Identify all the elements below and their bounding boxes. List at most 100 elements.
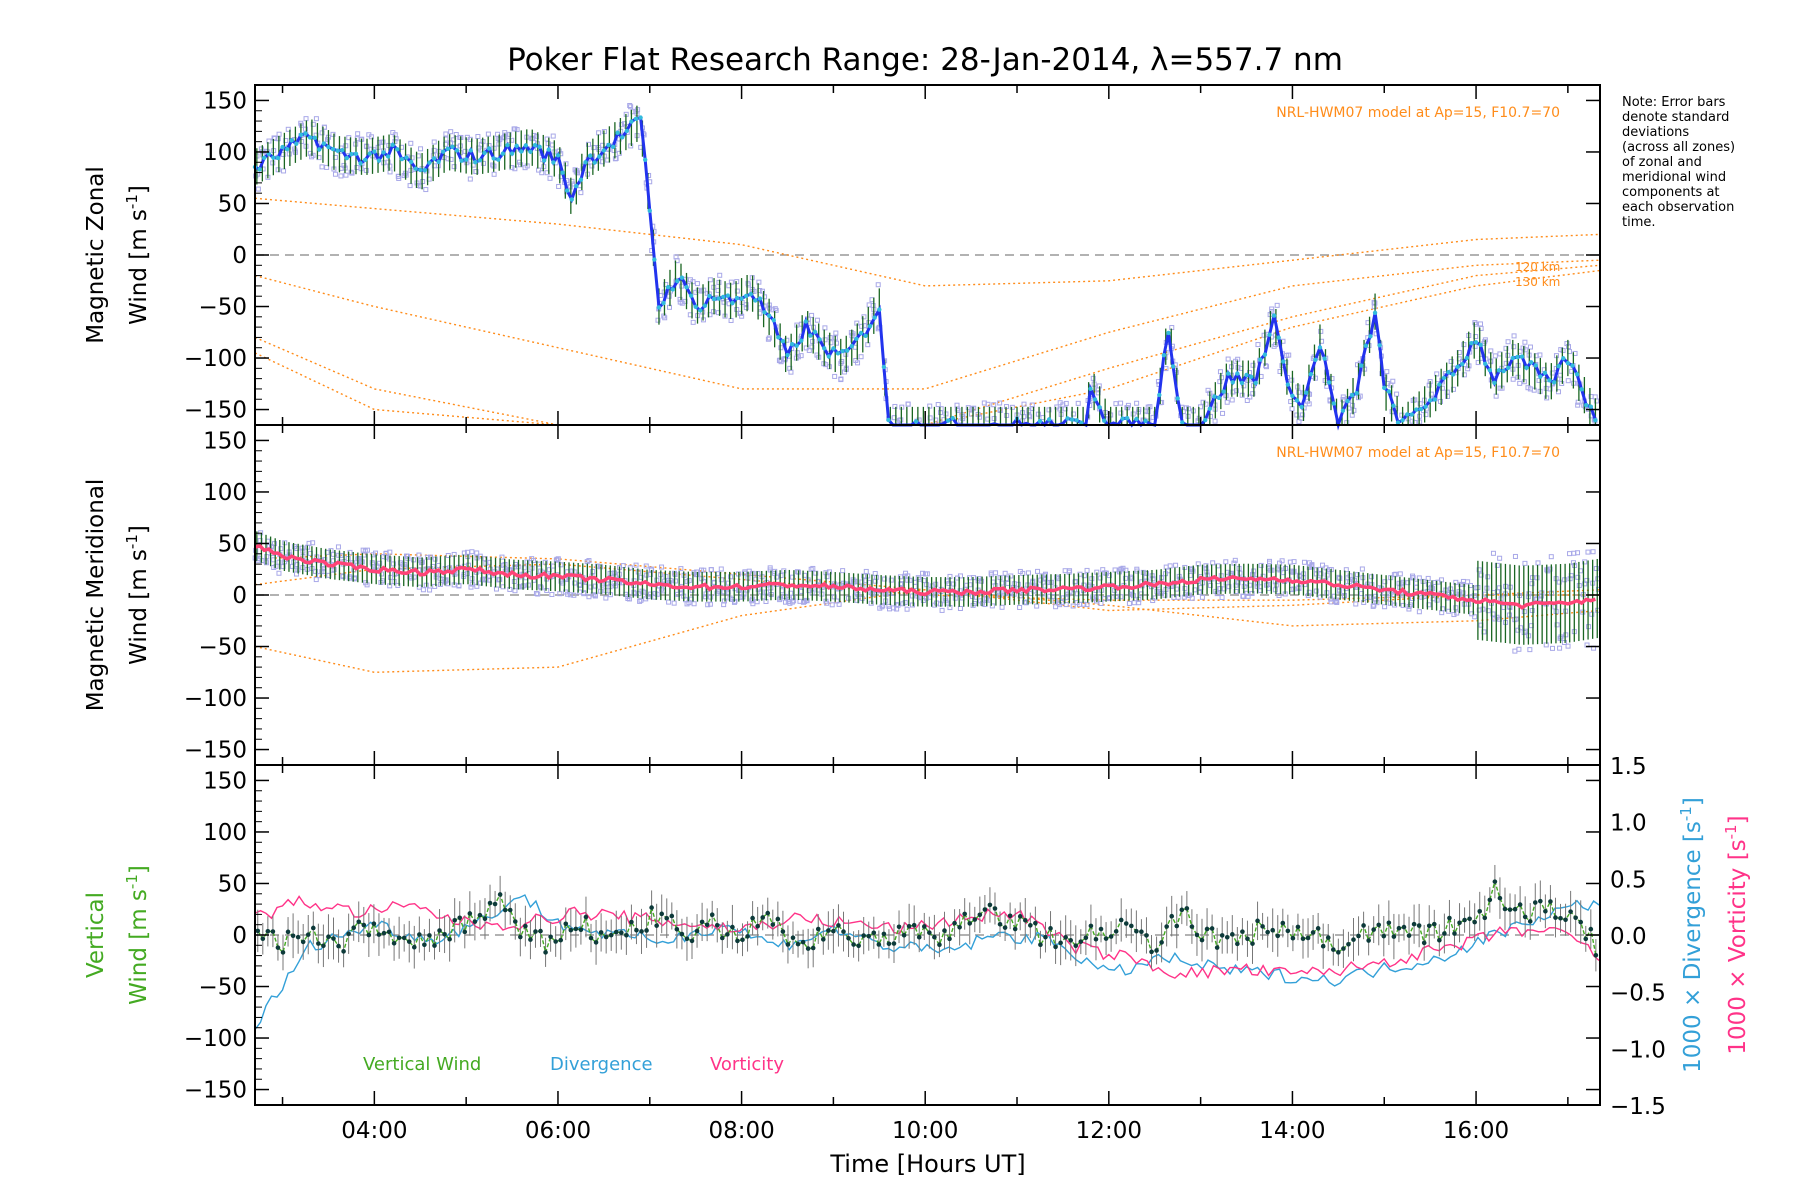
zonal-marker [1464, 355, 1470, 361]
zonal-marker [1097, 405, 1102, 410]
zone-point [728, 574, 734, 580]
zone-point [1529, 581, 1535, 587]
zonal-ylabel-end: ] [126, 185, 152, 194]
zone-point [600, 142, 606, 148]
zone-point [1274, 302, 1280, 308]
zone-point [958, 418, 964, 424]
zone-point [1400, 579, 1406, 585]
vertical-wind-point [1507, 907, 1513, 912]
zone-point [1090, 375, 1096, 381]
zone-point [512, 126, 518, 132]
meridional-ylabel-1: Magnetic Meridional [83, 479, 109, 712]
zonal-marker [794, 343, 799, 348]
zonal-marker [675, 278, 680, 284]
zone-point [1223, 559, 1229, 565]
vertical-wind-point [482, 916, 488, 922]
vertical-wind-point [356, 919, 362, 925]
zone-point [431, 147, 437, 153]
vertical-wind-point [528, 937, 533, 942]
zone-point [833, 330, 839, 336]
zone-point [445, 552, 451, 558]
zone-point [443, 131, 449, 137]
zone-point [684, 601, 690, 607]
zonal-marker [1207, 406, 1213, 411]
vertical-wind-point [401, 935, 407, 941]
zonal-marker [1510, 355, 1515, 361]
zonal-marker [693, 304, 698, 309]
zonal-marker [298, 132, 304, 138]
vertical-wind-point [447, 936, 452, 942]
zone-point [1118, 410, 1124, 416]
zonal-marker [271, 155, 276, 160]
vertical-wind-point [720, 935, 725, 941]
vertical-wind-point [1543, 908, 1548, 914]
zonal-marker [569, 197, 574, 202]
vertical-wind-point [310, 925, 316, 931]
zone-point [741, 570, 747, 576]
zone-point [772, 570, 778, 576]
zonal-marker [496, 157, 501, 162]
zone-point [280, 152, 286, 158]
zone-point [1336, 574, 1342, 580]
zonal-marker [1294, 398, 1300, 403]
zone-point [715, 310, 721, 316]
zone-point [1199, 594, 1205, 600]
zone-point [1570, 560, 1576, 566]
zonal-marker [858, 330, 864, 336]
zone-point [880, 603, 886, 609]
vertical-wind-point [300, 939, 306, 945]
zonal-marker [592, 160, 597, 165]
zonal-marker [707, 293, 712, 299]
zone-point [293, 571, 299, 577]
zone-point [1510, 376, 1516, 382]
zone-point [1478, 321, 1484, 327]
zonal-marker [340, 148, 345, 153]
vertical-wind-point [1512, 906, 1518, 912]
zone-point [387, 549, 393, 555]
zonal-marker [1258, 357, 1263, 362]
zone-point [1557, 645, 1563, 651]
zone-point [838, 377, 844, 383]
zone-point [923, 571, 929, 577]
zonal-marker [1221, 389, 1226, 394]
zone-point [789, 599, 795, 605]
vertical-wind-point [831, 928, 836, 934]
zone-point [278, 546, 284, 552]
zonal-marker [1391, 403, 1396, 408]
zone-point [1503, 360, 1509, 366]
zonal-marker [418, 167, 423, 173]
vertical-wind-point [1204, 926, 1210, 932]
zonal-marker [514, 143, 519, 149]
vertical-wind-point [578, 927, 584, 933]
zone-point [1208, 413, 1214, 419]
zone-point [1258, 562, 1264, 568]
zone-point [1309, 564, 1315, 570]
zone-point [1575, 402, 1581, 408]
zone-point [1547, 386, 1553, 392]
zone-point [1123, 575, 1129, 581]
zone-point [1354, 572, 1360, 578]
zone-point [276, 559, 282, 565]
zone-point [1312, 375, 1318, 381]
zone-point [892, 403, 898, 409]
vertical-wind-point [684, 936, 690, 942]
vertical-wind-point [644, 928, 649, 933]
zone-point [1070, 411, 1076, 417]
vertical-wind-point [603, 934, 609, 940]
note-line: each observation [1622, 200, 1734, 215]
vertical-wind-point [826, 928, 831, 933]
vertical-wind-point [1063, 935, 1068, 940]
zone-point [1503, 345, 1509, 351]
zonal-marker [275, 155, 281, 161]
zone-point [1485, 608, 1491, 614]
vertical-wind-point [472, 919, 478, 924]
vertical-wind-point [1007, 913, 1013, 919]
vertical-wind-point [507, 907, 513, 913]
zonal-marker [523, 143, 529, 148]
zone-point [743, 302, 749, 308]
right-tick-label: 0.5 [1610, 867, 1647, 893]
zonal-ylabel-sup: -1 [123, 194, 141, 209]
zone-point [1461, 342, 1467, 348]
zone-point [1397, 571, 1403, 577]
zone-point [264, 554, 270, 560]
